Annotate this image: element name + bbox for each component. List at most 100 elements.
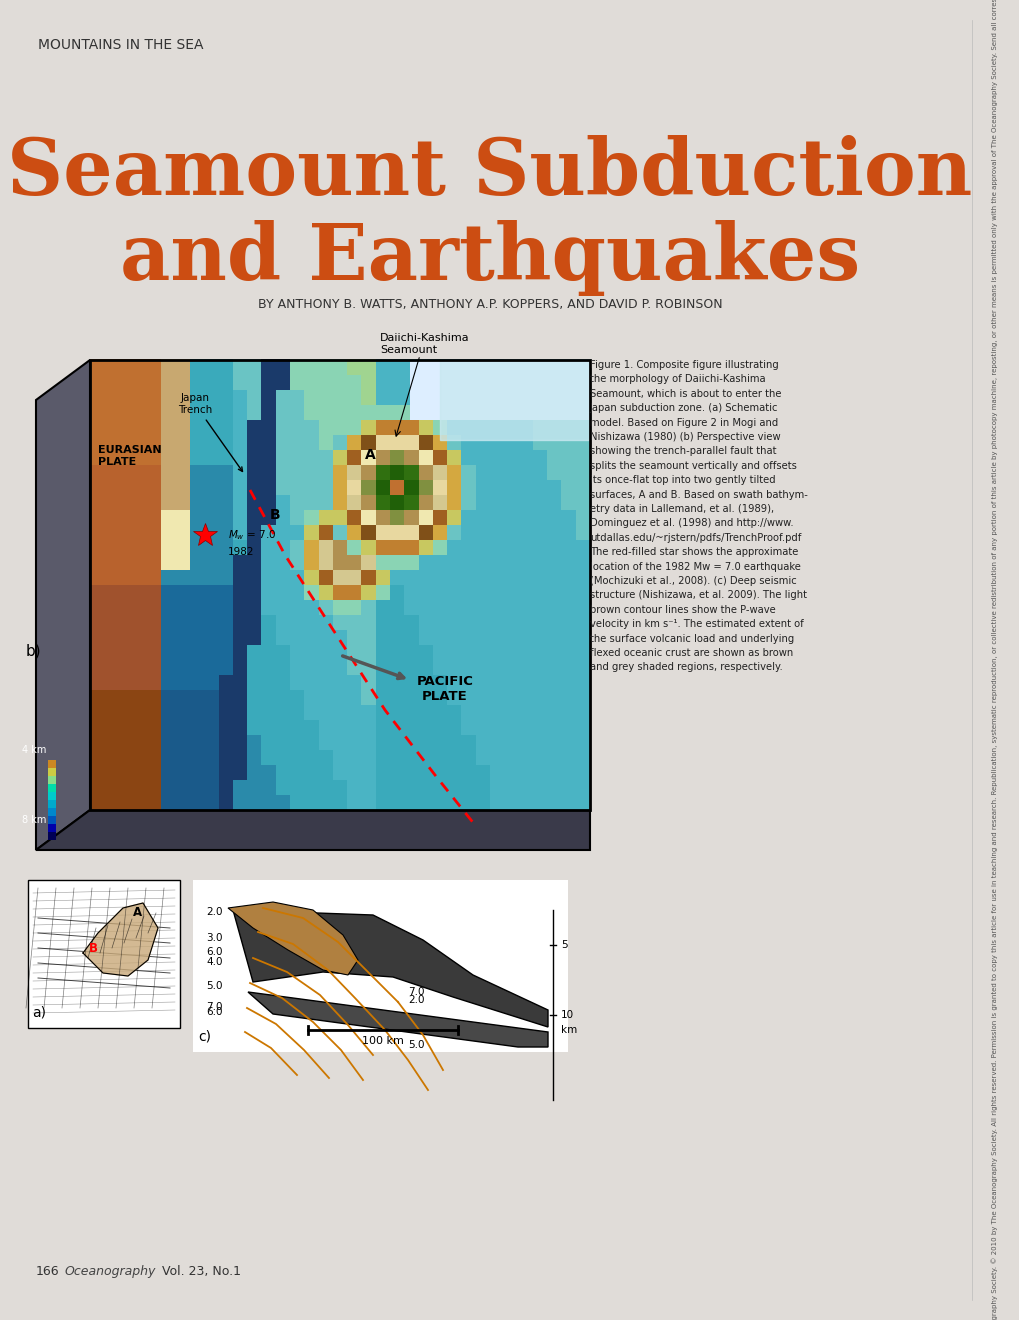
Bar (560, 420, 576, 436)
Bar (175, 554, 191, 570)
Bar (389, 524, 405, 540)
Bar (432, 675, 447, 690)
Bar (204, 404, 219, 420)
Bar (461, 689, 476, 705)
Bar (560, 554, 576, 570)
Text: 100 km: 100 km (362, 1036, 404, 1045)
Bar (503, 659, 519, 675)
Bar (118, 494, 133, 510)
Bar (261, 795, 276, 810)
Bar (503, 630, 519, 645)
Bar (332, 465, 347, 480)
Bar (161, 449, 176, 465)
Bar (332, 704, 347, 719)
Bar (147, 689, 162, 705)
Bar (275, 569, 290, 585)
Bar (261, 764, 276, 780)
Bar (532, 644, 547, 660)
Bar (104, 795, 119, 810)
Polygon shape (248, 993, 547, 1047)
Bar (575, 465, 590, 480)
Bar (475, 554, 490, 570)
Bar (275, 599, 290, 615)
Bar (104, 404, 119, 420)
Bar (247, 675, 262, 690)
Bar (532, 569, 547, 585)
Bar (461, 630, 476, 645)
Bar (90, 479, 105, 495)
Bar (575, 374, 590, 389)
Bar (446, 465, 462, 480)
Bar (489, 630, 504, 645)
Bar (218, 764, 233, 780)
Bar (560, 689, 576, 705)
Bar (389, 554, 405, 570)
Bar (560, 675, 576, 690)
Bar (546, 675, 561, 690)
Bar (503, 434, 519, 450)
Bar (404, 614, 419, 630)
Bar (389, 750, 405, 766)
Text: 5: 5 (560, 940, 567, 950)
Bar (475, 764, 490, 780)
Bar (261, 585, 276, 601)
Bar (532, 420, 547, 436)
Bar (432, 449, 447, 465)
Bar (375, 510, 390, 525)
Bar (518, 585, 533, 601)
Bar (275, 779, 290, 795)
Bar (503, 750, 519, 766)
Bar (147, 420, 162, 436)
Bar (532, 750, 547, 766)
Bar (232, 644, 248, 660)
Bar (404, 704, 419, 719)
Bar (546, 465, 561, 480)
Bar (147, 359, 162, 375)
Bar (275, 795, 290, 810)
Bar (104, 420, 119, 436)
Bar (418, 750, 433, 766)
Bar (575, 539, 590, 554)
Bar (104, 644, 119, 660)
Bar (361, 599, 376, 615)
Bar (432, 599, 447, 615)
Bar (518, 389, 533, 405)
Bar (546, 510, 561, 525)
Bar (261, 374, 276, 389)
Bar (232, 750, 248, 766)
Bar (104, 539, 119, 554)
Bar (190, 420, 205, 436)
Bar (389, 630, 405, 645)
Bar (361, 465, 376, 480)
Bar (461, 764, 476, 780)
Bar (104, 704, 119, 719)
Bar (432, 750, 447, 766)
Bar (161, 764, 176, 780)
Bar (289, 689, 305, 705)
Text: c): c) (198, 1030, 211, 1044)
Bar (518, 494, 533, 510)
Bar (275, 689, 290, 705)
Bar (118, 630, 133, 645)
Bar (418, 510, 433, 525)
Bar (375, 420, 390, 436)
Bar (304, 449, 319, 465)
Bar (232, 465, 248, 480)
Bar (218, 434, 233, 450)
Bar (389, 569, 405, 585)
Bar (346, 554, 362, 570)
Bar (275, 764, 290, 780)
Bar (404, 795, 419, 810)
Bar (275, 539, 290, 554)
Bar (90, 359, 105, 375)
Bar (318, 420, 333, 436)
Bar (218, 389, 233, 405)
Bar (175, 675, 191, 690)
Bar (218, 779, 233, 795)
Bar (190, 764, 205, 780)
Bar (332, 494, 347, 510)
Bar (546, 795, 561, 810)
Bar (104, 585, 119, 601)
Bar (275, 524, 290, 540)
Bar (218, 704, 233, 719)
